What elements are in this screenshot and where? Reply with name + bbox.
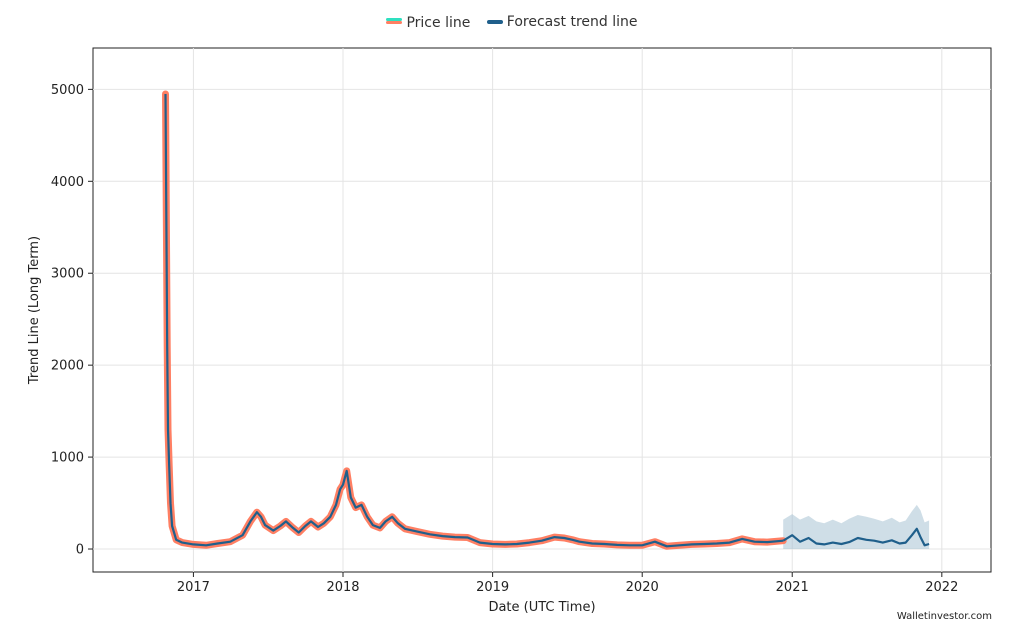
legend-forecast-label: Forecast trend line (506, 14, 638, 30)
watermark: Walletinvestor.com (896, 611, 992, 622)
x-tick-label: 2022 (925, 580, 958, 595)
y-tick-label: 0 (76, 543, 84, 558)
legend: Price line Forecast trend line (0, 12, 1024, 31)
y-tick-label: 1000 (51, 451, 84, 466)
y-tick-label: 3000 (51, 267, 84, 282)
y-axis-label: Trend Line (Long Term) (27, 236, 42, 385)
legend-item-forecast[interactable]: Forecast trend line (486, 14, 638, 30)
x-axis-label: Date (UTC Time) (488, 600, 595, 615)
x-tick-label: 2017 (177, 580, 210, 595)
forecast-confidence-band (783, 504, 930, 549)
y-tick-label: 2000 (51, 359, 84, 374)
forecast-trend-line (782, 527, 930, 547)
forecast-line-swatch (486, 20, 503, 24)
x-tick-label: 2019 (476, 580, 509, 595)
price-trend-overlay-line (164, 93, 784, 548)
price-line-swatch (386, 21, 403, 24)
x-tick-label: 2020 (626, 580, 659, 595)
y-tick-label: 4000 (51, 175, 84, 190)
x-tick-label: 2018 (326, 580, 359, 595)
legend-price-label: Price line (406, 14, 471, 31)
y-tick-label: 5000 (51, 83, 84, 98)
x-tick-label: 2021 (776, 580, 809, 595)
plot-area (92, 47, 992, 573)
legend-item-price[interactable]: Price line (386, 15, 470, 31)
